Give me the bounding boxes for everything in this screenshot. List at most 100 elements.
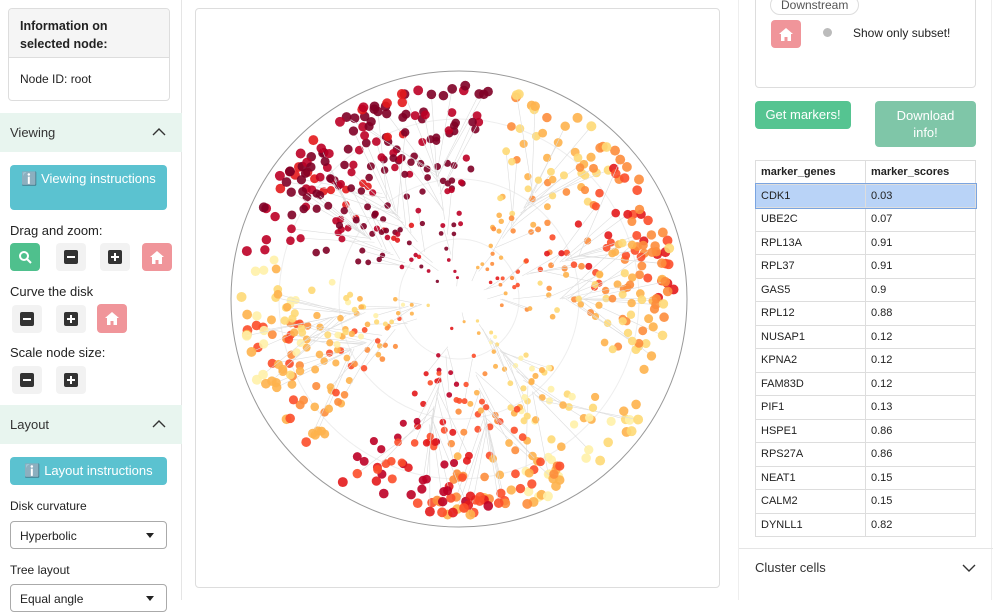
node bbox=[494, 498, 504, 508]
edge bbox=[301, 238, 375, 242]
plus-button[interactable] bbox=[100, 243, 130, 271]
node bbox=[419, 188, 425, 194]
node bbox=[512, 90, 522, 100]
node bbox=[349, 331, 355, 337]
node bbox=[312, 382, 320, 390]
select[interactable]: Hyperbolic bbox=[10, 521, 167, 549]
node bbox=[407, 240, 412, 245]
node bbox=[557, 442, 566, 451]
node bbox=[549, 234, 555, 240]
table-cell: KPNA2 bbox=[756, 349, 866, 373]
instructions-button[interactable]: ℹ️ Layout instructions bbox=[10, 457, 167, 485]
section-header[interactable]: Layout bbox=[0, 405, 182, 444]
node bbox=[297, 339, 305, 347]
node bbox=[455, 408, 461, 414]
node bbox=[398, 113, 407, 122]
table-cell: 0.91 bbox=[866, 231, 976, 255]
node bbox=[280, 316, 289, 325]
node bbox=[544, 220, 550, 226]
node bbox=[658, 331, 668, 341]
node bbox=[290, 328, 298, 336]
node bbox=[424, 165, 431, 172]
zoom-button[interactable] bbox=[10, 243, 40, 271]
minus-button[interactable] bbox=[12, 305, 42, 333]
node bbox=[467, 401, 473, 407]
node bbox=[657, 258, 667, 268]
instructions-button[interactable]: ℹ️ Viewing instructions bbox=[10, 165, 167, 210]
node bbox=[634, 175, 644, 185]
node bbox=[285, 414, 295, 424]
node bbox=[413, 85, 423, 95]
markers-button[interactable]: Get markers! bbox=[755, 101, 851, 129]
section-header[interactable]: Viewing bbox=[0, 113, 182, 152]
minus-button[interactable] bbox=[12, 366, 42, 394]
select[interactable]: Equal angle bbox=[10, 584, 167, 612]
home-button[interactable] bbox=[97, 304, 127, 333]
node bbox=[466, 492, 475, 501]
node bbox=[327, 186, 335, 194]
tree-plot[interactable] bbox=[196, 9, 719, 587]
minus-button[interactable] bbox=[56, 243, 86, 271]
node bbox=[502, 147, 510, 155]
download-button[interactable]: Download info! bbox=[875, 101, 976, 147]
node bbox=[591, 393, 599, 401]
node bbox=[529, 366, 535, 372]
toggle[interactable] bbox=[822, 27, 844, 39]
home-button[interactable] bbox=[771, 20, 801, 48]
right-panel: Downstream Show only subset! Get markers… bbox=[738, 0, 992, 600]
node bbox=[620, 173, 630, 183]
node bbox=[454, 382, 459, 387]
node bbox=[388, 474, 397, 483]
node bbox=[468, 118, 477, 127]
info-title: Information on selected node: bbox=[9, 9, 169, 58]
node bbox=[268, 330, 277, 339]
node bbox=[510, 276, 514, 280]
subset-box: Downstream Show only subset! bbox=[755, 0, 976, 88]
edge bbox=[487, 293, 505, 299]
node bbox=[389, 154, 397, 162]
node bbox=[635, 270, 644, 279]
edge bbox=[418, 211, 424, 252]
label: Scale node size: bbox=[10, 345, 105, 360]
table-cell: 0.12 bbox=[866, 349, 976, 373]
node bbox=[516, 484, 525, 493]
direction-pill[interactable]: Downstream bbox=[770, 0, 859, 15]
table-cell: RPL37 bbox=[756, 255, 866, 279]
edge bbox=[415, 387, 439, 443]
table-cell: NUSAP1 bbox=[756, 325, 866, 349]
node bbox=[358, 187, 365, 194]
node bbox=[323, 247, 330, 254]
label: Disk curvature bbox=[10, 499, 87, 513]
node bbox=[370, 437, 378, 445]
node bbox=[480, 262, 484, 266]
home-button[interactable] bbox=[142, 243, 172, 271]
plus-button[interactable] bbox=[56, 366, 86, 394]
table-cell: CDK1 bbox=[756, 184, 866, 208]
plus-button[interactable] bbox=[56, 305, 86, 333]
node bbox=[589, 164, 598, 173]
node bbox=[462, 398, 468, 404]
node bbox=[358, 333, 364, 339]
node bbox=[398, 458, 406, 466]
node-id: Node ID: root bbox=[9, 58, 169, 100]
node bbox=[538, 129, 547, 138]
node bbox=[387, 457, 396, 466]
node bbox=[400, 265, 405, 270]
accordion-title[interactable]: Cluster cells bbox=[755, 560, 826, 575]
node bbox=[431, 439, 438, 446]
